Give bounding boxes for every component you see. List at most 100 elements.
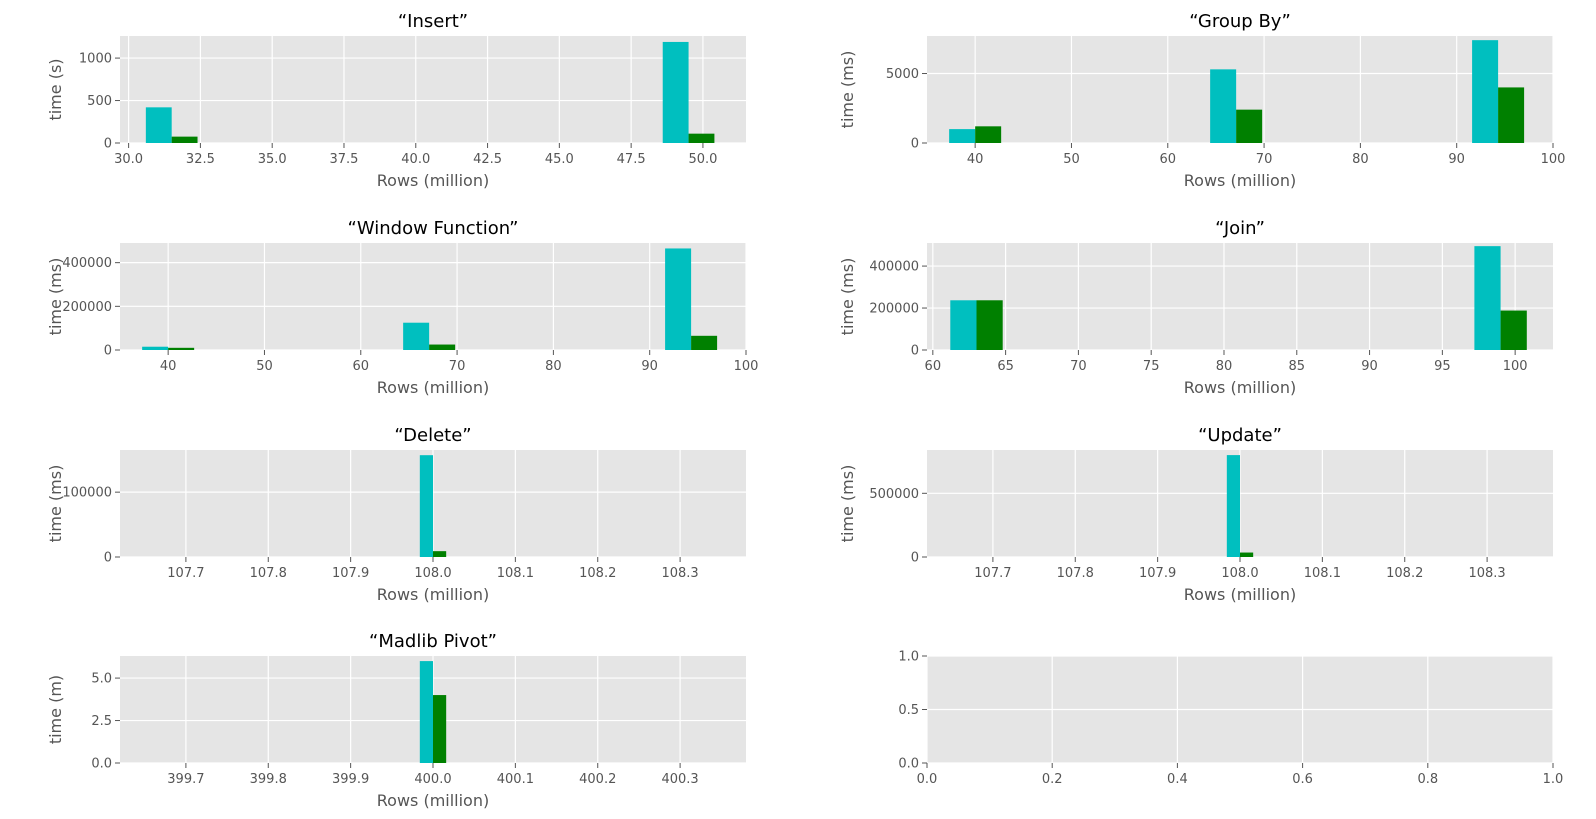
x-tick-label: 42.5 <box>473 152 502 167</box>
x-tick-label: 1.0 <box>1543 772 1564 787</box>
bar <box>1226 455 1240 557</box>
x-tick-label: 65 <box>997 359 1014 374</box>
y-axis-label: time (s) <box>46 58 65 120</box>
subplot-1: 30.0 32.5 35.0 37.5 40.0 42.5 45.0 47.5 50.0 0 500… <box>46 11 746 190</box>
subplot-title: “Madlib Pivot” <box>369 631 497 652</box>
x-tick-label: 45.0 <box>545 152 574 167</box>
bar <box>1500 310 1527 350</box>
y-tick-label: 100000 <box>62 486 112 501</box>
x-axis-label: Rows (million) <box>377 378 489 397</box>
x-tick-label: 108.1 <box>1304 566 1341 581</box>
subplot-3: 40 50 60 70 80 90 100 0 200000 400000 “Window Func… <box>46 218 758 397</box>
x-tick-label: 70 <box>1256 152 1273 167</box>
x-tick-label: 400.0 <box>414 772 451 787</box>
y-tick-label: 500 <box>87 94 112 109</box>
x-tick-label: 40.0 <box>401 152 430 167</box>
y-tick-label: 1000 <box>79 52 112 67</box>
x-axis-label: Rows (million) <box>377 171 489 190</box>
x-tick-label: 400.3 <box>661 772 698 787</box>
subplot-title: “Delete” <box>394 425 471 446</box>
bar <box>662 41 689 143</box>
bar <box>142 346 169 350</box>
x-tick-label: 50 <box>1063 152 1080 167</box>
x-tick-label: 107.7 <box>974 566 1011 581</box>
x-tick-label: 50 <box>256 359 273 374</box>
plot-area <box>927 243 1553 350</box>
y-axis-label: time (m) <box>46 675 65 744</box>
x-tick-label: 30.0 <box>114 152 143 167</box>
subplot-title: “Join” <box>1215 218 1265 239</box>
x-tick-label: 50.0 <box>688 152 717 167</box>
x-tick-label: 40 <box>967 152 984 167</box>
x-tick-label: 80 <box>1216 359 1233 374</box>
x-tick-label: 40 <box>160 359 177 374</box>
subplot-2: 40 50 60 70 80 90 100 0 5000 “Group By” Rows (mill… <box>838 11 1565 190</box>
x-tick-label: 107.7 <box>167 566 204 581</box>
x-tick-label: 0.8 <box>1417 772 1438 787</box>
bar <box>433 695 447 763</box>
x-tick-label: 100 <box>734 359 759 374</box>
x-tick-label: 107.8 <box>1057 566 1094 581</box>
x-tick-label: 107.9 <box>332 566 369 581</box>
x-tick-label: 400.2 <box>579 772 616 787</box>
bar <box>1498 87 1525 143</box>
subplot-title: “Insert” <box>398 11 468 32</box>
x-tick-label: 80 <box>545 359 562 374</box>
y-tick-label: 500000 <box>869 487 919 502</box>
bar <box>665 248 692 350</box>
bar <box>1474 246 1501 350</box>
x-axis-label: Rows (million) <box>377 585 489 604</box>
x-tick-label: 90 <box>1448 152 1465 167</box>
y-tick-label: 2.5 <box>91 714 112 729</box>
y-tick-label: 0.0 <box>91 757 112 772</box>
x-tick-label: 70 <box>449 359 466 374</box>
x-tick-label: 108.1 <box>497 566 534 581</box>
x-tick-label: 399.9 <box>332 772 369 787</box>
subplot-title: “Group By” <box>1189 11 1291 32</box>
x-tick-label: 108.0 <box>1221 566 1258 581</box>
x-tick-label: 108.2 <box>579 566 616 581</box>
bar <box>1236 109 1263 143</box>
y-tick-label: 0 <box>104 344 112 359</box>
y-tick-label: 5.0 <box>91 672 112 687</box>
subplot-8: 0.0 0.2 0.4 0.6 0.8 1.0 0.0 0.5 1.0 <box>898 650 1563 788</box>
x-tick-label: 100 <box>1503 359 1528 374</box>
x-tick-label: 0.4 <box>1167 772 1188 787</box>
x-tick-label: 85 <box>1289 359 1306 374</box>
bar <box>168 347 195 350</box>
x-tick-label: 108.3 <box>661 566 698 581</box>
subplot-7: 399.7 399.8 399.9 400.0 400.1 400.2 400.3 0.0 2.… <box>46 631 746 810</box>
bar <box>171 136 198 143</box>
subplot-title: “Update” <box>1198 425 1282 446</box>
bar <box>145 107 172 143</box>
bar <box>1240 552 1254 557</box>
bar <box>429 344 456 350</box>
y-axis-label: time (ms) <box>838 51 857 129</box>
x-tick-label: 90 <box>1361 359 1378 374</box>
plot-area <box>120 243 746 350</box>
y-axis-label: time (ms) <box>838 258 857 336</box>
y-tick-label: 200000 <box>62 300 112 315</box>
y-tick-label: 5000 <box>886 67 919 82</box>
bar <box>419 455 433 557</box>
x-tick-label: 108.2 <box>1386 566 1423 581</box>
y-axis-label: time (ms) <box>838 465 857 543</box>
bar <box>403 322 430 350</box>
x-tick-label: 60 <box>925 359 942 374</box>
x-tick-label: 70 <box>1070 359 1087 374</box>
y-tick-label: 400000 <box>62 256 112 271</box>
y-tick-label: 0.5 <box>898 703 919 718</box>
x-tick-label: 108.0 <box>414 566 451 581</box>
y-axis-label: time (ms) <box>46 258 65 336</box>
subplot-6: 107.7 107.8 107.9 108.0 108.1 108.2 108.3 0 5000… <box>838 425 1553 604</box>
bar <box>433 551 447 557</box>
subplot-4: 60 65 70 75 80 85 90 95 100 0 200000 400000 “Join” Ro… <box>838 218 1553 397</box>
y-tick-label: 1.0 <box>898 650 919 665</box>
x-tick-label: 0.6 <box>1292 772 1313 787</box>
y-tick-label: 0 <box>911 137 919 152</box>
x-tick-label: 400.1 <box>497 772 534 787</box>
x-tick-label: 47.5 <box>617 152 646 167</box>
x-axis-label: Rows (million) <box>1184 171 1296 190</box>
bar <box>688 133 715 143</box>
